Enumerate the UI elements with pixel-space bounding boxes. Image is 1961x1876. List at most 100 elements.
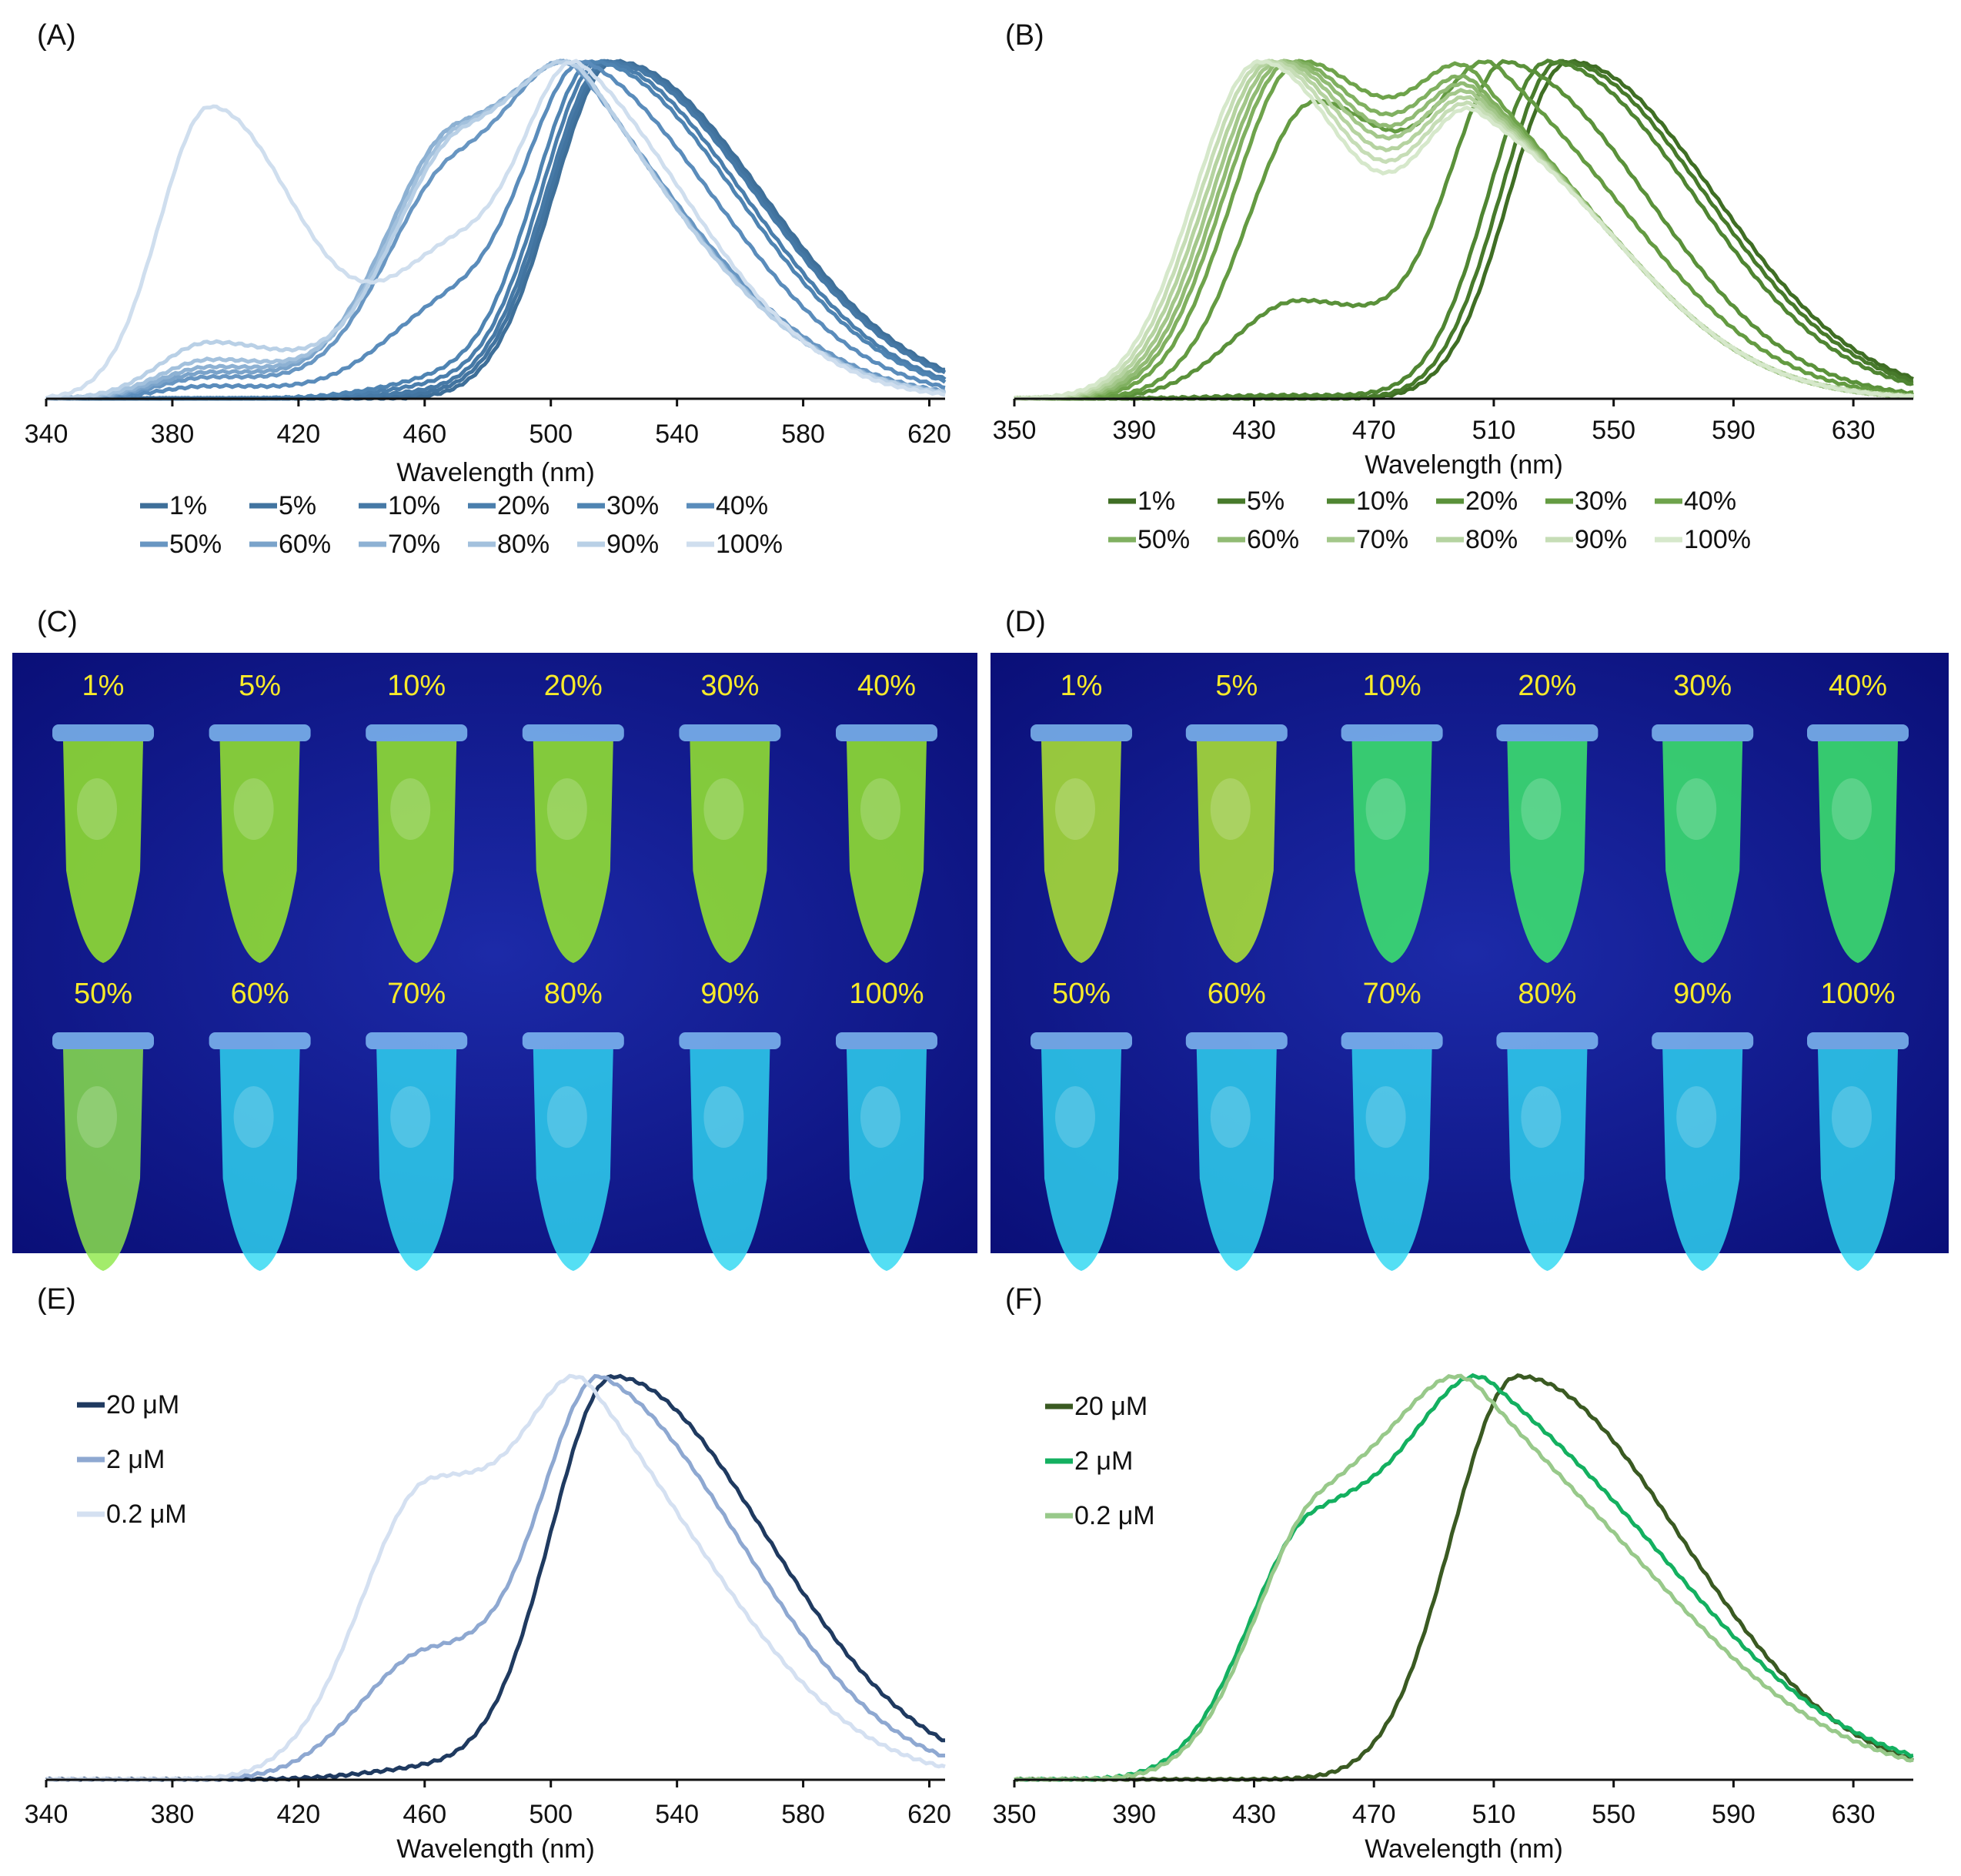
legend-entry: 1% [169, 491, 207, 520]
legend: 1% 5% 10% 20% 30% 40% 50% 60% 70% 80% 90% 100% [140, 491, 783, 559]
series-line-12 [45, 59, 946, 400]
chart-panel-f: (F) 350 390 430 470 510 550 590 630 Wavelength (n… [993, 1283, 1914, 1864]
photo-panel-c: (C)1% 5% 10% 20% 30% 40% 50% 60% 70% 80% 90% 100% [12, 606, 977, 1271]
legend: 1% 5% 10% 20% 30% 40% 50% 60% 70% 80% 90% 100% [1108, 487, 1751, 554]
series-line-3 [45, 1373, 946, 1782]
x-tick-label: 500 [529, 1800, 573, 1829]
x-tick-label: 350 [993, 416, 1037, 445]
legend-entry: 5% [279, 491, 316, 520]
series-line-12 [1014, 59, 1915, 401]
panel-label: (D) [1005, 606, 1046, 638]
tube [1031, 724, 1132, 963]
legend-entry: 90% [1575, 525, 1627, 554]
legend-entry: 0.2 μM [1074, 1501, 1155, 1530]
x-tick-label: 620 [907, 1800, 951, 1829]
x-axis-title: Wavelength (nm) [1365, 1834, 1563, 1864]
tube-label: 60% [231, 978, 289, 1010]
legend-entry: 20% [1465, 487, 1518, 516]
legend-entry: 80% [1465, 525, 1518, 554]
tube-label: 80% [1518, 978, 1576, 1010]
tube-label: 100% [849, 978, 924, 1010]
x-tick-label: 470 [1352, 416, 1396, 445]
tube [52, 724, 154, 963]
x-tick-label: 460 [403, 420, 446, 449]
x-tick-label: 380 [151, 420, 195, 449]
legend-entry: 90% [606, 530, 659, 559]
x-tick-label: 460 [403, 1800, 446, 1829]
tube [522, 724, 624, 963]
x-axis-title: Wavelength (nm) [396, 1834, 595, 1864]
photo-panel-d: (D) 1% 5% 10% 20% 30% 40% 50% 60% 70% 80% 90% 100% [991, 606, 1949, 1271]
panel-label: (F) [1005, 1283, 1043, 1316]
legend-entry: 20% [497, 491, 550, 520]
x-tick-label: 580 [781, 420, 825, 449]
chart-panel-e: (E) 340 380 420 460 500 540 580 620 Wavelength (n… [25, 1283, 951, 1864]
x-tick-label: 420 [276, 420, 320, 449]
legend-entry: 30% [1575, 487, 1627, 516]
legend-entry: 2 μM [1074, 1446, 1133, 1476]
tube-label: 5% [1215, 670, 1258, 702]
tube-label: 100% [1820, 978, 1895, 1010]
x-tick-label: 340 [25, 420, 68, 449]
x-tick-label: 510 [1472, 416, 1516, 445]
tube [1652, 1032, 1754, 1271]
tube-label: 1% [1061, 670, 1103, 702]
panel-label: (C) [37, 606, 78, 638]
tube [52, 1032, 154, 1271]
series-line-6 [45, 59, 946, 401]
x-tick-label: 580 [781, 1800, 825, 1829]
x-tick-label: 420 [276, 1800, 320, 1829]
tube [1031, 1032, 1132, 1271]
tube [209, 1032, 311, 1271]
x-tick-label: 470 [1352, 1800, 1396, 1829]
legend-entry: 20 μM [1074, 1392, 1148, 1421]
tube [366, 1032, 468, 1271]
tube [1652, 724, 1754, 963]
legend-entry: 30% [606, 491, 659, 520]
tube [1496, 1032, 1599, 1271]
tube-label: 10% [387, 670, 446, 702]
legend-entry: 50% [1138, 525, 1190, 554]
x-tick-label: 630 [1832, 416, 1876, 445]
tube [366, 724, 468, 963]
legend-entry: 100% [716, 530, 783, 559]
x-tick-label: 340 [25, 1800, 68, 1829]
legend-entry: 70% [1356, 525, 1408, 554]
x-tick-label: 540 [655, 1800, 699, 1829]
chart-panel-a: (A) 340 380 420 460 500 540 580 620 Wavelength (n… [25, 19, 951, 559]
series-line-2 [45, 1373, 945, 1782]
tube-label: 10% [1363, 670, 1421, 702]
legend-entry: 10% [1356, 487, 1408, 516]
tube [209, 724, 311, 963]
panel-label: (B) [1005, 19, 1044, 52]
tube-label: 40% [857, 670, 916, 702]
series-line-7 [45, 59, 946, 401]
legend-entry: 20 μM [106, 1390, 179, 1420]
series-line-1 [1014, 1373, 1914, 1782]
x-axis-title: Wavelength (nm) [1365, 450, 1563, 480]
x-tick-label: 350 [993, 1800, 1037, 1829]
x-tick-label: 390 [1112, 1800, 1156, 1829]
tube-label: 5% [239, 670, 281, 702]
x-tick-label: 510 [1472, 1800, 1516, 1829]
tube [679, 1032, 781, 1271]
tube [1496, 724, 1599, 963]
tube [836, 1032, 937, 1271]
series-line-11 [46, 59, 947, 401]
tube [1185, 724, 1288, 963]
x-tick-label: 430 [1232, 1800, 1276, 1829]
tube-label: 30% [1673, 670, 1732, 702]
tube-label: 80% [544, 978, 603, 1010]
tube-label: 70% [387, 978, 446, 1010]
tube-label: 1% [82, 670, 125, 702]
tube-label: 60% [1208, 978, 1266, 1010]
x-tick-label: 590 [1712, 416, 1756, 445]
legend-entry: 40% [716, 491, 768, 520]
tube [1341, 724, 1443, 963]
x-tick-label: 550 [1592, 1800, 1635, 1829]
x-axis-title: Wavelength (nm) [396, 458, 595, 487]
x-tick-label: 620 [907, 420, 951, 449]
photo-background [991, 653, 1949, 1253]
legend-entry: 40% [1684, 487, 1736, 516]
